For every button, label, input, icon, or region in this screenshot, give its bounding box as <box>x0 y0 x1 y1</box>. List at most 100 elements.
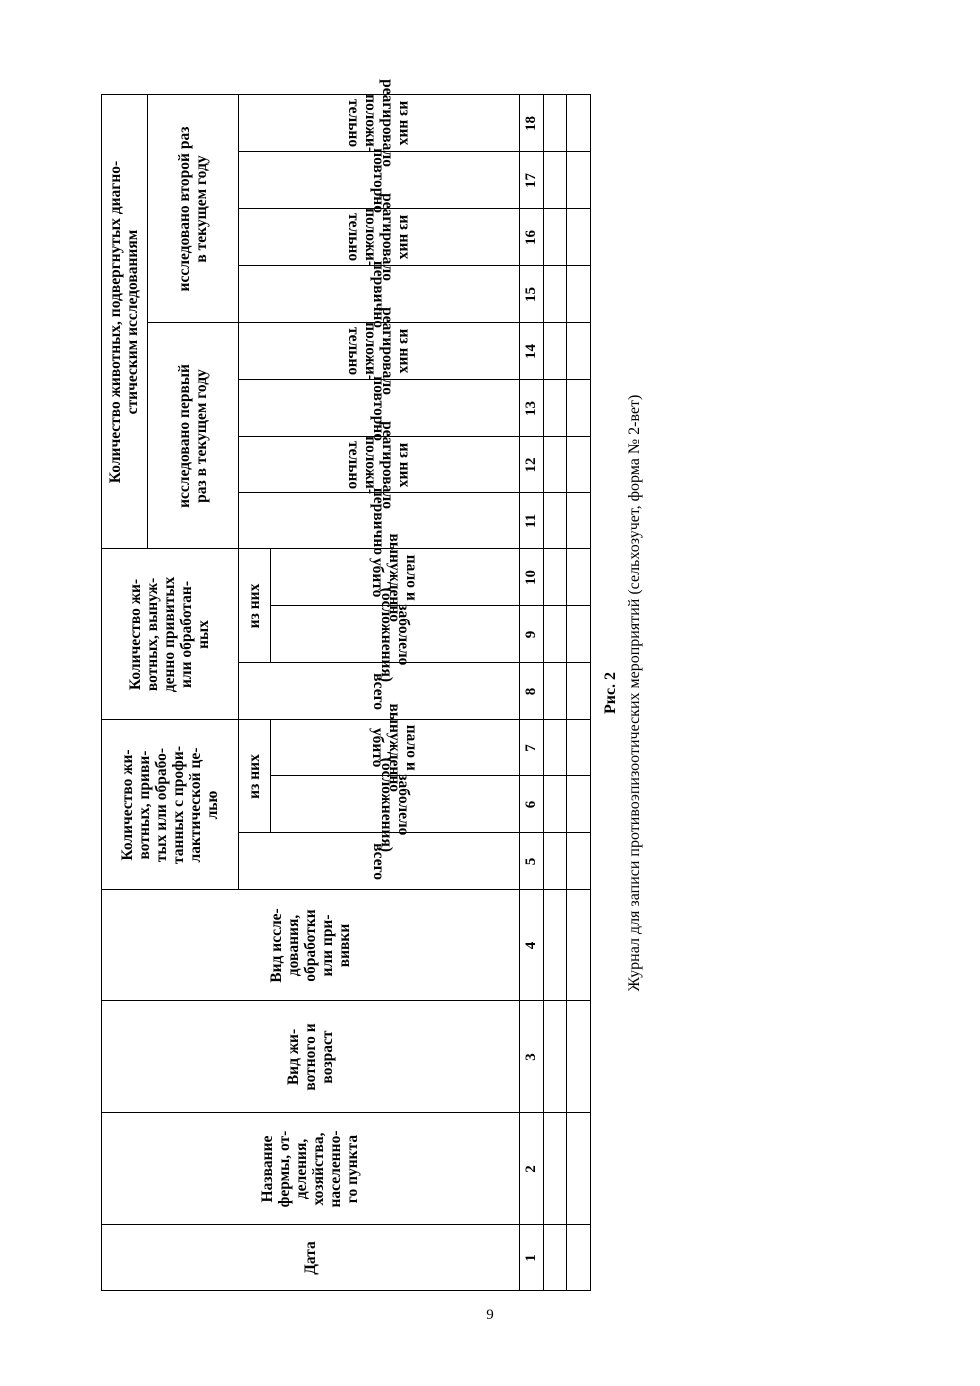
data-cell-row1-col9[interactable] <box>542 605 567 664</box>
header-col-3-text: Вид жи- вотного и возраст <box>284 1023 336 1091</box>
column-number-8: 8 <box>518 662 544 721</box>
header-of-them-2-text: из них <box>245 583 263 629</box>
data-cell-row1-col5[interactable] <box>542 832 567 891</box>
data-cell-row2-col6[interactable] <box>565 775 591 834</box>
data-cell-row2-col1[interactable] <box>565 1224 591 1292</box>
column-number-5: 5 <box>518 832 544 891</box>
data-cell-row2-col3[interactable] <box>565 1000 591 1114</box>
data-cell-row1-col1[interactable] <box>542 1224 567 1292</box>
header-group-diagnostic-text: Количество животных, подвергнутых диагно… <box>107 160 141 484</box>
column-number-2: 2 <box>518 1112 544 1226</box>
data-cell-row1-col10[interactable] <box>542 548 567 607</box>
data-cell-row2-col4[interactable] <box>565 889 591 1002</box>
data-cell-row1-col12[interactable] <box>542 436 567 494</box>
column-number-1-text: 1 <box>522 1254 539 1262</box>
header-col-10: пало и вынужденно убито <box>269 533 520 622</box>
column-number-10-text: 10 <box>522 570 539 585</box>
data-cell-row1-col7[interactable] <box>542 719 567 777</box>
column-number-2-text: 2 <box>522 1165 539 1173</box>
data-cell-row2-col14[interactable] <box>565 322 591 381</box>
header-col-7: пало и вынужденно убито <box>269 704 520 792</box>
header-col-14: из них реагировало положи- тельно <box>237 308 520 395</box>
data-cell-row2-col12[interactable] <box>565 436 591 494</box>
header-of-them-2: из них <box>237 548 271 664</box>
column-number-3-text: 3 <box>522 1053 539 1061</box>
header-col-18: из них реагировало положи- тельно <box>237 80 520 167</box>
data-cell-row2-col9[interactable] <box>565 605 591 664</box>
header-group-prophylactic: Количество жи- вотных, приви- тых или об… <box>100 719 239 891</box>
data-cell-row1-col4[interactable] <box>542 889 567 1002</box>
column-number-11-text: 11 <box>522 513 539 529</box>
column-number-16: 16 <box>518 208 544 267</box>
header-col-16: из них реагировало положи- тельно <box>237 194 520 281</box>
header-group-forced-text: Количество жи- вотных, вынуж- денно прив… <box>127 576 212 693</box>
column-number-9-text: 9 <box>522 630 539 639</box>
data-cell-row1-col16[interactable] <box>542 208 567 267</box>
column-number-15: 15 <box>518 265 544 324</box>
page-number: 9 <box>486 1307 494 1323</box>
column-number-6-text: 6 <box>522 800 539 809</box>
data-cell-row1-col2[interactable] <box>542 1112 567 1226</box>
data-cell-row2-col13[interactable] <box>565 379 591 438</box>
column-number-12-text: 12 <box>522 457 539 473</box>
header-of-them-1: из них <box>237 719 271 834</box>
column-number-14-text: 14 <box>522 344 539 359</box>
header-col-18-text: из них реагировало положи- тельно <box>344 79 413 168</box>
data-cell-row2-col5[interactable] <box>565 832 591 891</box>
data-cell-row2-col17[interactable] <box>565 151 591 210</box>
caption-text: Журнал для записи противоэпизоотических … <box>626 394 643 992</box>
column-number-13: 13 <box>518 379 544 438</box>
header-col-2: Название фермы, от- деления, хозяйства, … <box>100 1112 520 1226</box>
data-cell-row2-col2[interactable] <box>565 1112 591 1226</box>
header-sub-first-text: исследовано первый раз в текущем году <box>175 364 210 508</box>
data-cell-row2-col8[interactable] <box>565 662 591 721</box>
data-cell-row1-col11[interactable] <box>542 492 567 550</box>
column-number-5-text: 5 <box>522 857 539 866</box>
column-number-9: 9 <box>518 605 544 664</box>
data-cell-row1-col8[interactable] <box>542 662 567 721</box>
column-number-7: 7 <box>518 719 544 777</box>
data-cell-row1-col3[interactable] <box>542 1000 567 1114</box>
column-number-6: 6 <box>518 775 544 834</box>
header-col-4-text: Вид иссле- дования, обработки или при- в… <box>267 908 353 983</box>
header-col-3: Вид жи- вотного и возраст <box>100 1000 520 1114</box>
data-cell-row2-col16[interactable] <box>565 208 591 267</box>
data-cell-row2-col18[interactable] <box>565 94 591 153</box>
data-cell-row1-col15[interactable] <box>542 265 567 324</box>
column-number-17: 17 <box>518 151 544 210</box>
data-cell-row1-col14[interactable] <box>542 322 567 381</box>
header-col-2-text: Название фермы, от- деления, хозяйства, … <box>259 1130 361 1208</box>
column-number-18-text: 18 <box>522 116 539 131</box>
data-cell-row1-col13[interactable] <box>542 379 567 438</box>
figure-label: Рис. 2 <box>602 671 619 715</box>
header-col-1: Дата <box>100 1224 520 1292</box>
column-number-12: 12 <box>518 436 544 494</box>
figure-caption: Рис. 2 Журнал для записи противоэпизооти… <box>600 0 660 1386</box>
header-group-prophylactic-text: Количество жи- вотных, приви- тых или об… <box>118 746 221 865</box>
column-number-3: 3 <box>518 1000 544 1114</box>
header-sub-second: исследовано второй раз в текущем году <box>146 94 239 324</box>
column-number-11: 11 <box>518 492 544 550</box>
data-cell-row2-col10[interactable] <box>565 548 591 607</box>
header-of-them-1-text: из них <box>245 754 263 799</box>
header-col-4: Вид иссле- дования, обработки или при- в… <box>100 889 520 1002</box>
data-cell-row1-col17[interactable] <box>542 151 567 210</box>
header-col-12: из них реагировало положи- тельно <box>237 421 520 509</box>
column-number-8-text: 8 <box>522 687 539 696</box>
column-number-17-text: 17 <box>522 173 539 188</box>
journal-table: Дата Название фермы, от- деления, хозяйст… <box>100 80 591 1292</box>
data-cell-row1-col18[interactable] <box>542 94 567 153</box>
header-sub-second-text: исследовано второй раз в текущем году <box>175 126 210 292</box>
data-cell-row2-col15[interactable] <box>565 265 591 324</box>
header-col-1-text: Дата <box>301 1241 319 1275</box>
column-number-7-text: 7 <box>522 744 539 752</box>
data-cell-row2-col11[interactable] <box>565 492 591 550</box>
column-number-18: 18 <box>518 94 544 153</box>
data-cell-row1-col6[interactable] <box>542 775 567 834</box>
header-group-forced: Количество жи- вотных, вынуж- денно прив… <box>100 548 239 721</box>
column-number-10: 10 <box>518 548 544 607</box>
column-number-4: 4 <box>518 889 544 1002</box>
column-number-16-text: 16 <box>522 230 539 245</box>
data-cell-row2-col7[interactable] <box>565 719 591 777</box>
